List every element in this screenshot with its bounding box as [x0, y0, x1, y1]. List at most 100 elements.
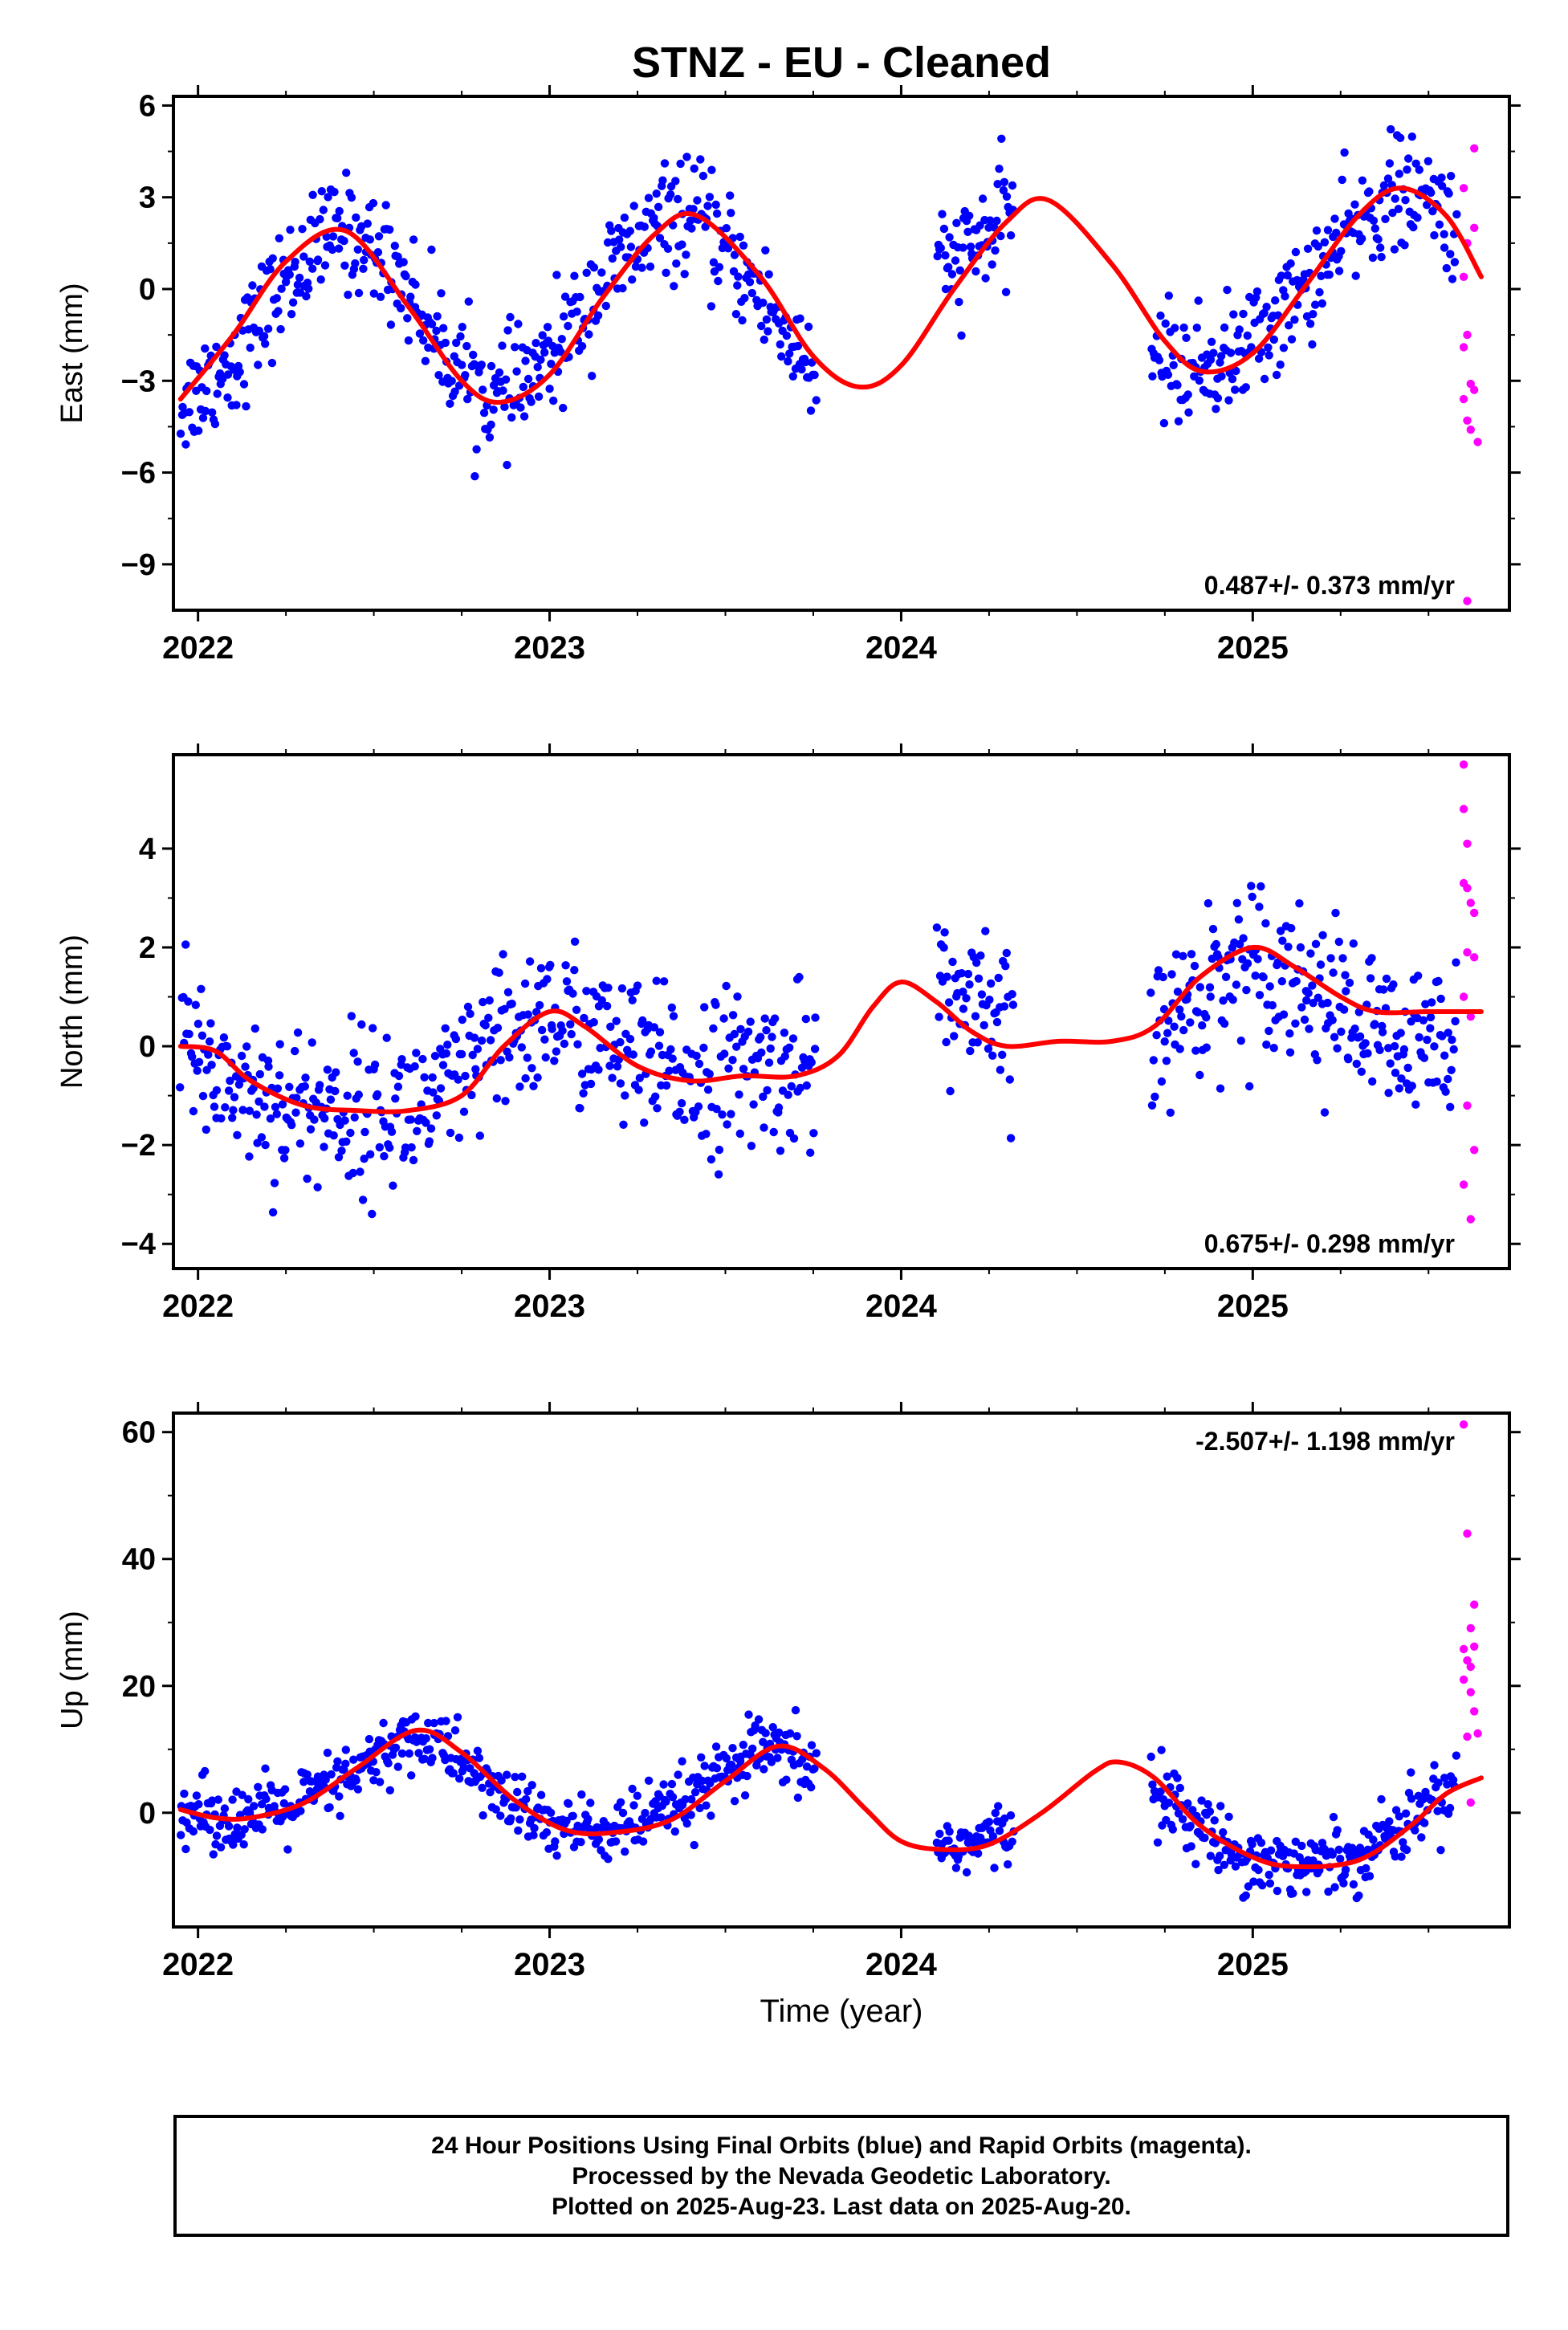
final-point: [1232, 366, 1240, 376]
final-point: [990, 1864, 999, 1872]
final-point: [559, 312, 568, 321]
final-point: [379, 1718, 388, 1728]
final-point: [1444, 1029, 1453, 1037]
final-point: [976, 951, 985, 960]
final-point: [1334, 267, 1344, 275]
final-point: [246, 343, 255, 352]
final-point: [662, 1797, 670, 1806]
final-point: [447, 377, 456, 385]
final-point: [974, 974, 984, 984]
final-point: [1434, 976, 1443, 986]
final-point: [1330, 1883, 1339, 1892]
final-point: [1368, 253, 1378, 263]
final-point: [712, 1764, 722, 1773]
final-point: [667, 1779, 677, 1789]
final-point: [535, 1000, 544, 1010]
x-tick-label: 2025: [1217, 1289, 1289, 1324]
final-point: [496, 1056, 505, 1065]
final-point: [424, 1718, 433, 1728]
final-point: [461, 1071, 470, 1081]
final-point: [1251, 972, 1260, 980]
final-point: [945, 233, 954, 242]
final-point: [1286, 259, 1295, 268]
final-point: [1396, 1029, 1405, 1037]
final-point: [1008, 1000, 1018, 1009]
final-point: [1296, 943, 1305, 952]
final-point: [665, 1066, 674, 1075]
final-point: [722, 981, 731, 991]
final-point: [273, 1084, 283, 1094]
final-point: [409, 235, 418, 244]
final-point: [1159, 418, 1169, 428]
final-point: [714, 276, 723, 286]
final-point: [629, 1801, 638, 1810]
final-point: [287, 1121, 296, 1130]
final-point: [266, 265, 275, 274]
final-point: [932, 923, 942, 932]
final-point: [580, 1013, 589, 1023]
final-point: [473, 1045, 483, 1053]
final-point: [1203, 1800, 1212, 1809]
final-point: [543, 323, 552, 332]
final-point: [650, 1023, 658, 1032]
final-point: [1395, 169, 1404, 178]
final-point: [1440, 230, 1448, 238]
rapid-point: [1463, 597, 1472, 605]
y-axis-label: East (mm): [55, 283, 89, 423]
final-point: [1440, 1051, 1449, 1060]
final-point: [1386, 1059, 1395, 1068]
final-point: [677, 1098, 686, 1108]
final-point: [1206, 355, 1216, 365]
final-point: [938, 210, 947, 218]
final-point: [564, 1799, 573, 1808]
final-point: [608, 254, 617, 263]
rate-annotation: 0.487+/- 0.373 mm/yr: [1204, 571, 1455, 600]
final-point: [1323, 226, 1333, 234]
final-point: [389, 1181, 397, 1190]
final-point: [1149, 1056, 1159, 1065]
final-point: [503, 1770, 511, 1779]
final-point: [1423, 1035, 1432, 1045]
final-point: [1423, 157, 1433, 165]
final-point: [425, 1137, 434, 1146]
final-point: [420, 1754, 429, 1763]
final-point: [689, 205, 698, 214]
final-point: [1224, 396, 1233, 405]
final-point: [418, 1054, 427, 1064]
final-point: [739, 1741, 747, 1750]
x-tick-label: 2022: [162, 1289, 234, 1324]
final-point: [406, 292, 415, 301]
final-point: [540, 1035, 549, 1044]
final-point: [1283, 271, 1293, 280]
panel-3: 0 20 40 60 2022 2023 2024 2025 Up (mm) -2.507+/- …: [55, 1402, 1521, 1982]
final-point: [202, 1125, 210, 1134]
final-point: [336, 1811, 344, 1820]
final-point: [208, 1796, 217, 1805]
final-point: [295, 273, 304, 283]
final-point: [762, 315, 772, 324]
rapid-point: [1466, 898, 1476, 907]
final-point: [616, 1798, 625, 1807]
final-point: [267, 358, 277, 368]
final-point: [616, 1079, 625, 1088]
final-point: [1332, 228, 1341, 238]
final-point: [687, 1794, 696, 1804]
final-point: [633, 981, 642, 990]
final-point: [258, 1825, 267, 1834]
final-point: [1163, 1772, 1171, 1781]
final-point: [1303, 244, 1313, 253]
final-point: [1305, 320, 1315, 328]
final-point: [515, 1082, 524, 1091]
final-point: [348, 1168, 357, 1178]
final-point: [991, 246, 1000, 255]
final-point: [261, 1764, 270, 1773]
final-point: [188, 1053, 197, 1061]
final-point: [207, 1061, 216, 1069]
fit-curve: [177, 185, 1484, 405]
final-point: [735, 1129, 744, 1139]
final-point: [1210, 1816, 1219, 1825]
final-point: [206, 1825, 214, 1835]
final-point: [1438, 181, 1447, 190]
final-point: [441, 338, 450, 348]
